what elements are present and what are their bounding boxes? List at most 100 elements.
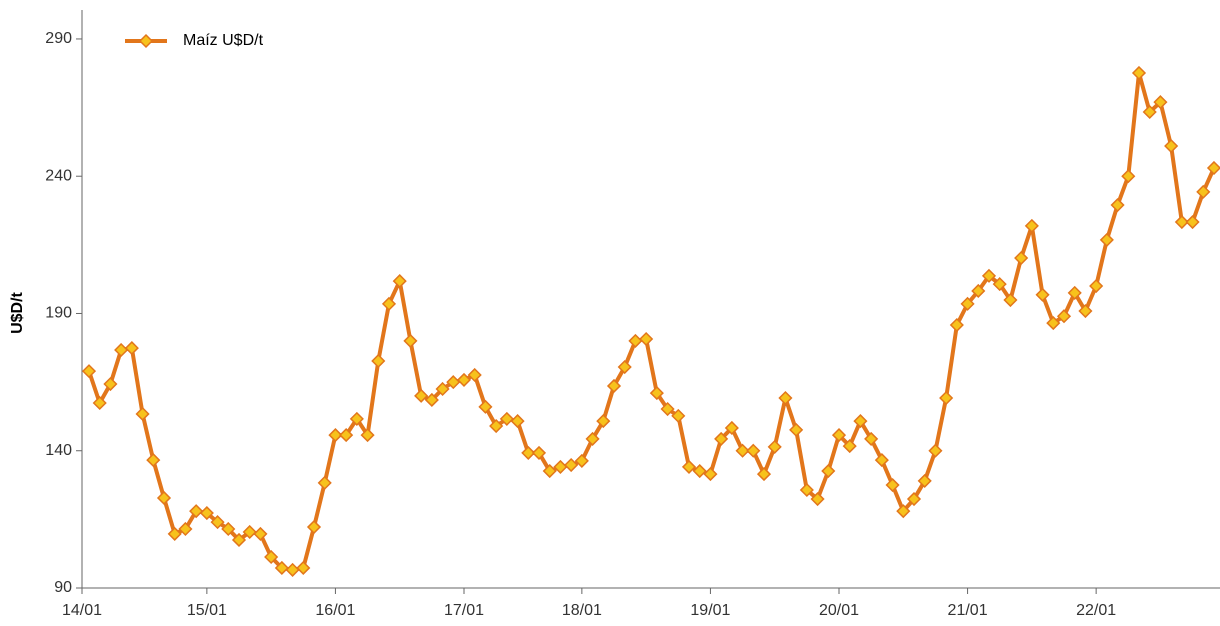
legend-label: Maíz U$D/t [183, 32, 264, 49]
point-marker [81, 364, 97, 379]
point-marker [574, 453, 589, 468]
point-marker [499, 411, 514, 426]
point-marker [92, 395, 107, 411]
point-marker [1099, 232, 1114, 247]
point-marker [1035, 287, 1050, 302]
point-marker [714, 431, 729, 446]
point-marker [274, 560, 289, 576]
point-marker [1174, 214, 1189, 230]
point-marker [639, 331, 654, 347]
point-marker [435, 381, 450, 397]
x-tick-label: 16/01 [315, 602, 355, 619]
point-marker [1110, 197, 1125, 213]
point-marker [1067, 285, 1082, 300]
point-marker [1142, 104, 1157, 120]
point-marker [414, 388, 429, 403]
point-marker [392, 274, 407, 289]
point-marker [671, 408, 686, 423]
point-marker [510, 414, 525, 429]
point-marker [735, 443, 750, 458]
x-tick-label: 15/01 [187, 602, 227, 619]
point-marker [221, 521, 236, 537]
point-marker [478, 399, 493, 414]
y-tick-label: 140 [45, 442, 72, 459]
y-axis-label: U$D/t [9, 291, 26, 333]
point-marker [617, 359, 632, 375]
point-marker [703, 467, 718, 482]
point-marker [1153, 95, 1168, 110]
point-marker [596, 414, 611, 429]
point-marker [521, 445, 536, 460]
x-tick-label: 21/01 [948, 602, 988, 619]
point-marker [724, 420, 739, 436]
point-marker [156, 490, 172, 506]
point-marker [992, 277, 1007, 292]
point-marker [381, 296, 397, 311]
point-marker [1196, 184, 1211, 199]
point-marker [1024, 218, 1039, 233]
point-marker [981, 268, 997, 283]
point-marker [306, 519, 322, 535]
point-marker [564, 457, 579, 473]
point-marker [1089, 278, 1104, 294]
point-marker [1131, 65, 1147, 81]
point-marker [231, 532, 247, 548]
y-tick-label: 290 [45, 30, 72, 47]
point-marker [371, 353, 386, 369]
point-marker [1078, 303, 1093, 319]
x-tick-label: 14/01 [62, 602, 102, 619]
point-marker [1121, 169, 1136, 184]
y-tick-label: 90 [54, 579, 72, 596]
point-marker [242, 524, 257, 540]
point-marker [178, 521, 193, 537]
point-marker [1164, 138, 1179, 154]
legend-marker [138, 33, 154, 49]
point-marker [1046, 316, 1061, 331]
x-tick-label: 17/01 [444, 602, 484, 619]
point-marker [649, 386, 664, 401]
point-marker [1003, 292, 1018, 308]
point-marker [585, 431, 600, 446]
series-line [87, 70, 1216, 572]
point-marker [799, 482, 814, 498]
point-marker [842, 439, 857, 454]
point-marker [906, 491, 922, 507]
point-marker [296, 560, 311, 576]
point-marker [542, 463, 557, 479]
point-marker [1206, 160, 1220, 176]
point-marker [189, 504, 204, 519]
point-marker [114, 342, 129, 358]
point-marker [767, 439, 782, 454]
point-marker [681, 459, 697, 474]
point-marker [960, 296, 975, 311]
point-marker [199, 505, 214, 521]
point-marker [317, 475, 332, 490]
point-marker [778, 390, 793, 406]
point-marker [328, 428, 343, 443]
point-marker [339, 428, 354, 443]
point-marker [489, 418, 504, 434]
point-marker [692, 463, 707, 479]
point-marker [810, 491, 825, 507]
point-marker [746, 443, 761, 458]
point-marker [167, 526, 182, 541]
point-marker [628, 333, 643, 348]
point-marker [360, 428, 375, 443]
point-marker [756, 467, 772, 482]
point-marker [949, 317, 964, 333]
point-marker [467, 367, 482, 383]
point-marker [928, 443, 943, 458]
y-tick-label: 190 [45, 305, 72, 322]
y-tick-label: 240 [45, 167, 72, 184]
point-marker [124, 341, 139, 356]
point-marker [971, 283, 986, 299]
point-marker [285, 562, 300, 577]
point-marker [135, 406, 150, 422]
point-marker [1056, 309, 1072, 324]
point-marker [896, 504, 911, 519]
point-marker [146, 453, 161, 468]
point-marker [403, 333, 418, 348]
point-marker [349, 411, 364, 426]
point-marker [874, 453, 889, 468]
